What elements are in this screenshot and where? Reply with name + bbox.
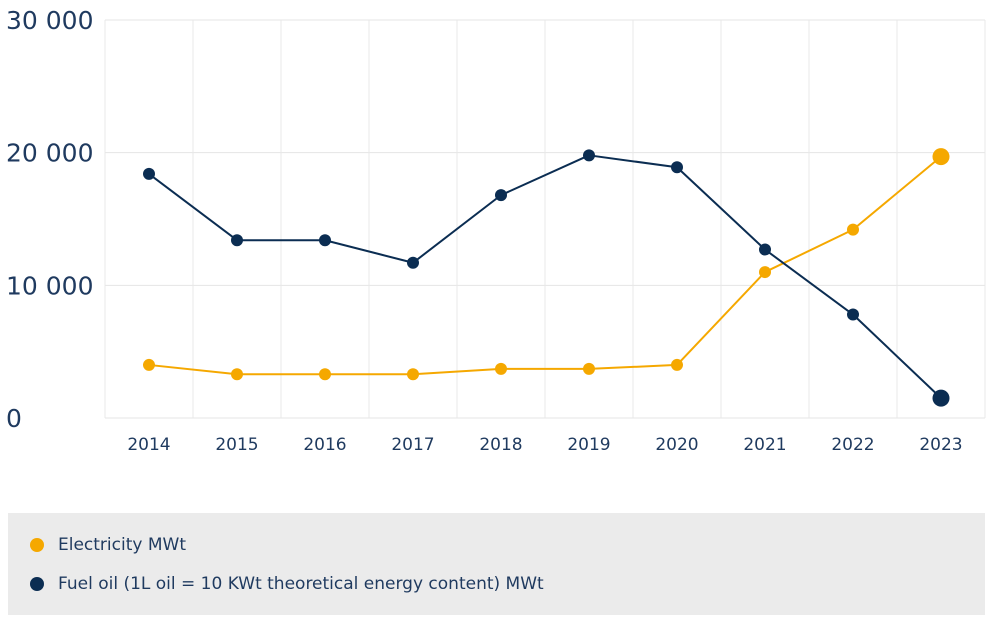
series-layer (143, 148, 950, 407)
data-point-s1-2021[interactable] (759, 243, 771, 256)
data-point-s0-2021[interactable] (759, 266, 771, 279)
data-point-s0-2015[interactable] (231, 368, 243, 381)
data-point-s1-2017[interactable] (407, 256, 419, 269)
grid-lines (104, 19, 986, 419)
series-line-1 (148, 154, 942, 399)
line-chart: 0 10 000 20 000 30 000 2014 2015 2016 2017 2018… (6, 6, 986, 455)
data-point-s0-2014[interactable] (143, 358, 155, 371)
data-point-s1-2022[interactable] (847, 308, 859, 321)
data-point-s0-2018[interactable] (495, 362, 507, 375)
data-point-s1-2023[interactable] (932, 389, 950, 407)
x-axis-ticks: 2014 2015 2016 2017 2018 2019 2020 2021 2022 2023 (127, 435, 962, 455)
data-point-s1-2015[interactable] (231, 234, 243, 247)
data-point-s1-2016[interactable] (319, 234, 331, 247)
legend-fuel-oil-label: Fuel oil (1L oil = 10 KWt theoretical en… (58, 574, 544, 594)
legend-electricity-marker (30, 538, 44, 552)
data-point-s0-2023[interactable] (932, 148, 950, 166)
data-point-s0-2019[interactable] (583, 362, 595, 375)
x-tick-label: 2016 (303, 435, 346, 455)
data-point-s1-2014[interactable] (143, 167, 155, 180)
series-line-0 (148, 155, 942, 376)
data-point-s1-2019[interactable] (583, 149, 595, 162)
x-tick-label: 2020 (655, 435, 698, 455)
y-axis-ticks: 0 10 000 20 000 30 000 (6, 6, 93, 433)
data-point-s0-2022[interactable] (847, 223, 859, 236)
x-tick-label: 2019 (567, 435, 610, 455)
data-point-s0-2016[interactable] (319, 368, 331, 381)
data-point-s0-2020[interactable] (671, 358, 683, 371)
x-tick-label: 2017 (391, 435, 434, 455)
legend-item-fuel-oil[interactable]: Fuel oil (1L oil = 10 KWt theoretical en… (30, 574, 544, 594)
data-point-s1-2020[interactable] (671, 161, 683, 174)
x-tick-label: 2014 (127, 435, 170, 455)
data-point-s1-2018[interactable] (495, 189, 507, 202)
x-tick-label: 2023 (919, 435, 962, 455)
x-tick-label: 2021 (743, 435, 786, 455)
y-tick-label: 20 000 (6, 139, 93, 168)
y-tick-label: 10 000 (6, 271, 93, 300)
y-tick-label: 0 (6, 404, 22, 433)
legend-electricity-label: Electricity MWt (58, 535, 186, 555)
x-tick-label: 2015 (215, 435, 258, 455)
x-tick-label: 2022 (831, 435, 874, 455)
legend-fuel-oil-marker (30, 577, 44, 591)
legend-item-electricity[interactable]: Electricity MWt (30, 535, 186, 555)
legend: Electricity MWt Fuel oil (1L oil = 10 KW… (8, 513, 985, 615)
data-point-s0-2017[interactable] (407, 368, 419, 381)
y-tick-label: 30 000 (6, 6, 93, 35)
x-tick-label: 2018 (479, 435, 522, 455)
